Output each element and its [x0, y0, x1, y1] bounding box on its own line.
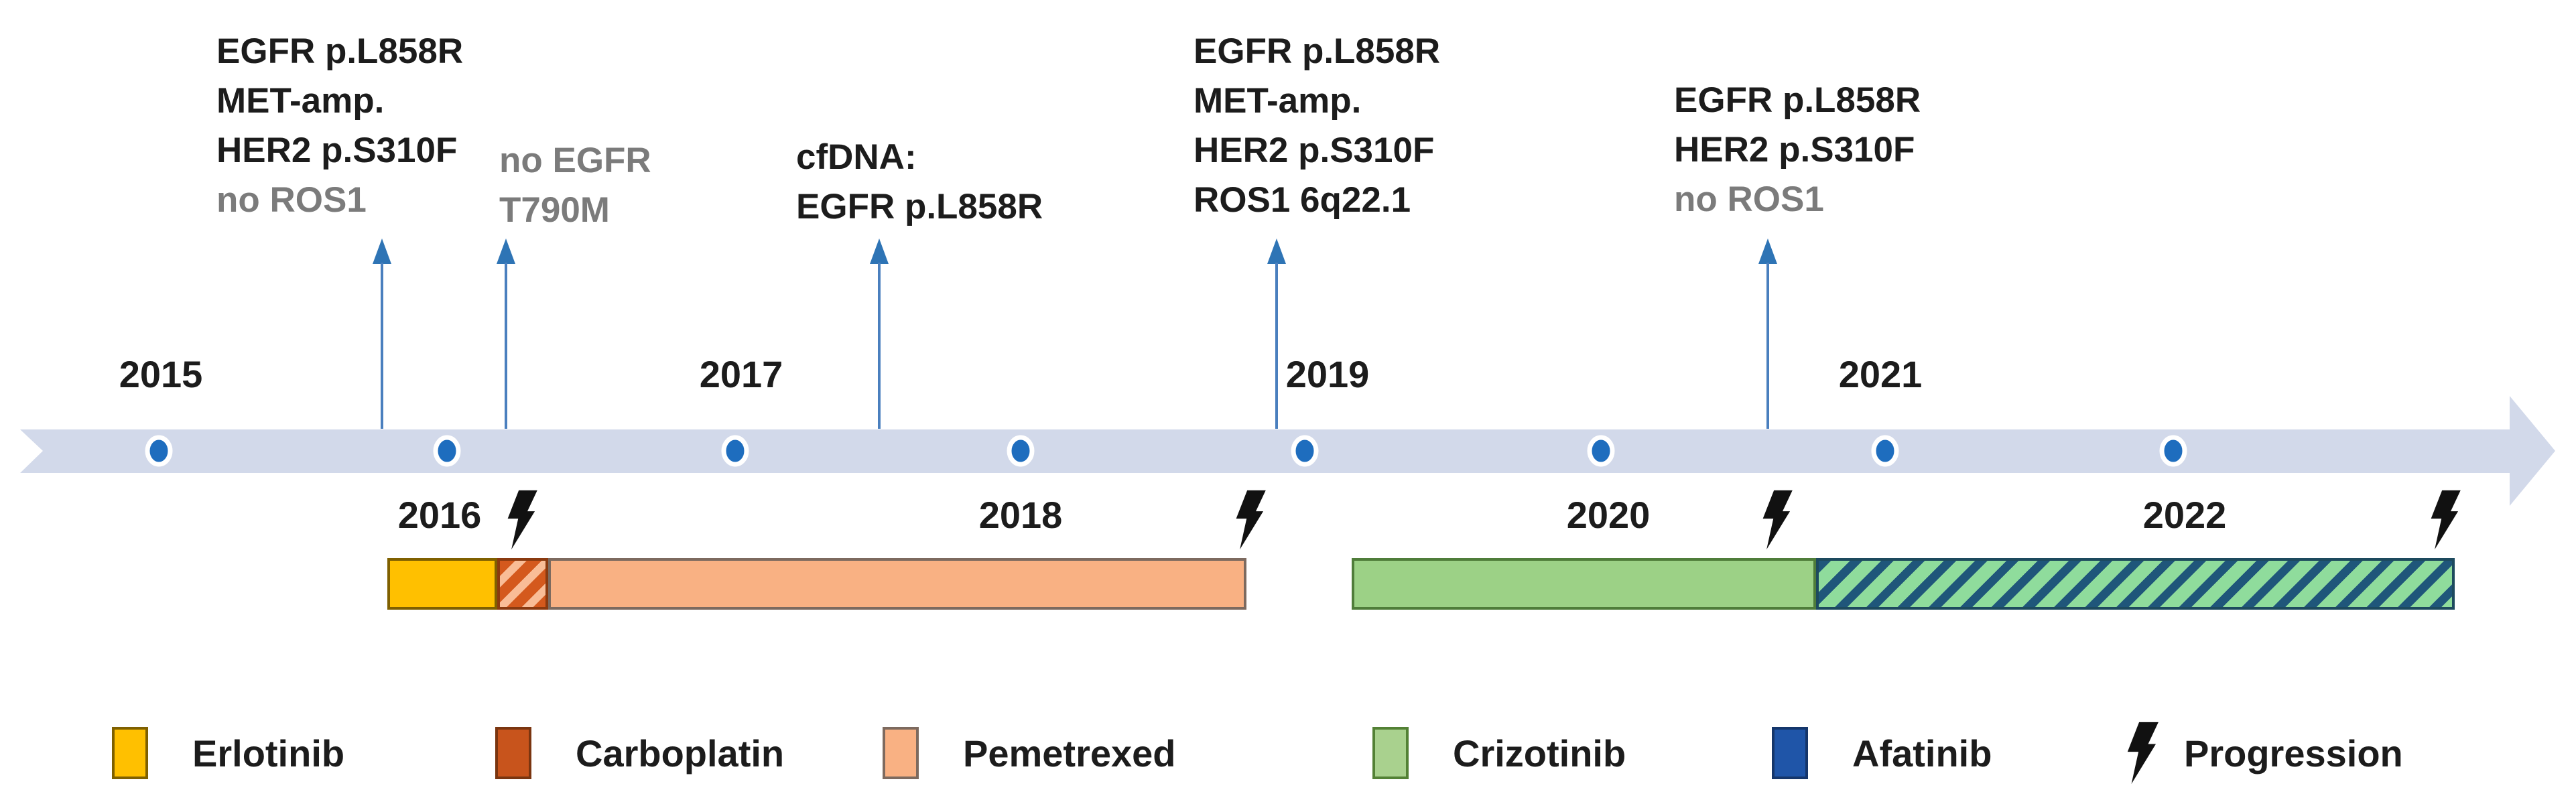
legend-item-afatinib: Afatinib: [1772, 722, 1992, 784]
arrow-head-icon: [1267, 239, 1286, 264]
timeline-dot: [433, 435, 461, 467]
legend-item-crizotinib: Crizotinib: [1372, 722, 1626, 784]
annotation-line: HER2 p.S310F: [1194, 131, 1435, 170]
annotation-line: EGFR p.L858R: [1194, 31, 1441, 71]
treatment-bar-2019-2022: [1352, 558, 2455, 610]
carboplatin-swatch: [495, 727, 531, 779]
year-label-2020: 2020: [1566, 494, 1651, 536]
carboplatin-pemetrexed-segment: [497, 558, 548, 610]
arrow-shaft: [505, 263, 507, 429]
timeline-arrow-band: [20, 396, 2555, 506]
annotation-2016-biopsy: EGFR p.L858R MET-amp. HER2 p.S310F no RO…: [216, 27, 463, 225]
legend-label: Carboplatin: [576, 732, 785, 774]
year-label-2018: 2018: [978, 494, 1063, 536]
timeline-dot: [145, 435, 173, 467]
annotation-line: cfDNA:: [796, 137, 917, 177]
annotation-2019-biopsy: EGFR p.L858R MET-amp. HER2 p.S310F ROS1 …: [1194, 27, 1440, 225]
progression-bolt-icon: [2425, 489, 2462, 551]
legend-label: Crizotinib: [1453, 732, 1626, 774]
annotation-line: HER2 p.S310F: [216, 131, 458, 170]
timeline-dot: [1871, 435, 1899, 467]
year-label-2022: 2022: [2142, 494, 2227, 536]
legend-label: Afatinib: [1852, 732, 1992, 774]
arrow-shaft: [878, 263, 881, 429]
annotation-2017-cfdna: cfDNA: EGFR p.L858R: [796, 133, 1043, 232]
legend-label: Pemetrexed: [963, 732, 1176, 774]
arrow-head-icon: [497, 239, 515, 264]
arrow-shaft: [381, 263, 383, 429]
annotation-line: EGFR p.L858R: [796, 187, 1043, 226]
pemetrexed-swatch: [883, 727, 919, 779]
annotation-line: MET-amp.: [1194, 81, 1362, 121]
annotation-line-muted: no EGFR: [499, 141, 651, 180]
legend-item-carboplatin: Carboplatin: [495, 722, 784, 784]
timeline-dot: [721, 435, 749, 467]
legend-item-pemetrexed: Pemetrexed: [883, 722, 1176, 784]
annotation-2020-biopsy: EGFR p.L858R HER2 p.S310F no ROS1: [1674, 76, 1921, 224]
arrow-head-icon: [1758, 239, 1777, 264]
annotation-line: MET-amp.: [216, 81, 385, 121]
annotation-line-muted: no ROS1: [1674, 180, 1824, 219]
treatment-bar-2016-2018: [387, 558, 1246, 610]
arrow-shaft: [1766, 263, 1769, 429]
erlotinib-swatch: [112, 727, 148, 779]
year-label-2016: 2016: [397, 494, 482, 536]
legend-label: Progression: [2184, 732, 2403, 774]
afatinib-swatch: [1772, 727, 1808, 779]
timeline-dot: [1007, 435, 1035, 467]
timeline-dot: [1587, 435, 1615, 467]
timeline-dot: [2159, 435, 2187, 467]
erlotinib-segment: [387, 558, 497, 610]
progression-bolt-icon: [2121, 721, 2160, 785]
pemetrexed-segment: [548, 558, 1246, 610]
arrow-head-icon: [373, 239, 391, 264]
annotation-line-muted: T790M: [499, 190, 610, 230]
arrow-shaft: [1275, 263, 1278, 429]
legend-item-erlotinib: Erlotinib: [112, 722, 344, 784]
crizotinib-afatinib-segment: [1816, 558, 2455, 610]
crizotinib-swatch: [1372, 727, 1409, 779]
annotation-line: HER2 p.S310F: [1674, 130, 1915, 170]
year-label-2019: 2019: [1285, 353, 1370, 395]
arrow-head-icon: [870, 239, 889, 264]
progression-bolt-icon: [1230, 489, 1267, 551]
year-label-2017: 2017: [699, 353, 783, 395]
annotation-line: ROS1 6q22.1: [1194, 180, 1411, 220]
progression-bolt-icon: [1756, 489, 1794, 551]
legend-item-progression: Progression: [2121, 721, 2403, 785]
annotation-line: EGFR p.L858R: [1674, 80, 1921, 120]
annotation-line-muted: no ROS1: [216, 180, 367, 220]
crizotinib-segment: [1352, 558, 1816, 610]
annotation-2016-progression-test: no EGFR T790M: [499, 136, 651, 235]
legend-label: Erlotinib: [192, 732, 345, 774]
timeline-dot: [1291, 435, 1319, 467]
progression-bolt-icon: [501, 489, 539, 551]
year-label-2021: 2021: [1838, 353, 1923, 395]
year-label-2015: 2015: [119, 353, 203, 395]
annotation-line: EGFR p.L858R: [216, 31, 464, 71]
timeline-dots: [145, 435, 2187, 467]
